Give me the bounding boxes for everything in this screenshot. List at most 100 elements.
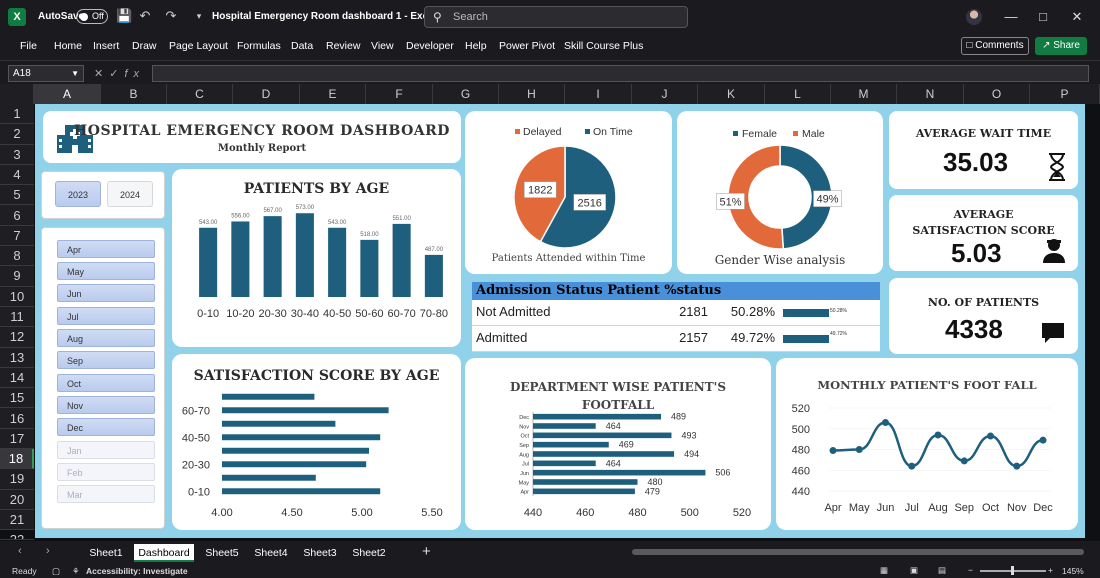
row-header-selected[interactable]: 18 — [0, 449, 34, 470]
minimize-icon[interactable]: — — [1004, 9, 1018, 24]
redo-icon[interactable]: ↷ — [165, 8, 177, 23]
fx-icon[interactable]: fx — [124, 68, 145, 80]
row-header[interactable]: 12 — [0, 327, 34, 348]
slicer-month-apr[interactable]: Apr — [57, 240, 155, 258]
zoom-out-icon[interactable]: − — [968, 565, 973, 575]
menu-view[interactable]: View — [371, 40, 394, 52]
row-header[interactable]: 16 — [0, 409, 34, 429]
row-header[interactable]: 15 — [0, 388, 34, 409]
scroll-right-icon[interactable]: › — [46, 545, 50, 557]
zoom-slider-thumb[interactable] — [1011, 566, 1014, 575]
column-header-n[interactable]: N — [897, 84, 964, 104]
menu-data[interactable]: Data — [291, 40, 314, 52]
sheet-tab-dashboard[interactable]: Dashboard — [134, 544, 194, 562]
column-header-f[interactable]: F — [366, 84, 433, 104]
sheet-tab-sheet2[interactable]: Sheet2 — [352, 547, 386, 559]
horizontal-scrollbar[interactable] — [632, 549, 1084, 555]
slicer-month-oct[interactable]: Oct — [57, 374, 155, 392]
menu-insert[interactable]: Insert — [93, 40, 120, 52]
autosave-toggle[interactable]: Off — [76, 9, 108, 24]
user-avatar[interactable] — [966, 9, 982, 25]
share-button[interactable]: ↗ Share — [1035, 37, 1087, 55]
column-header-b[interactable]: B — [101, 84, 167, 104]
column-header-a[interactable]: A — [34, 84, 101, 104]
row-header[interactable]: 20 — [0, 490, 34, 510]
chevron-down-icon[interactable]: ▼ — [71, 69, 79, 78]
slicer-month-feb[interactable]: Feb — [57, 463, 155, 481]
row-header[interactable]: 17 — [0, 429, 34, 450]
scroll-left-icon[interactable]: ‹ — [18, 545, 22, 557]
row-header[interactable]: 4 — [0, 165, 34, 186]
macro-icon[interactable]: ▢ — [52, 566, 61, 576]
slicer-month-jun[interactable]: Jun — [57, 284, 155, 302]
column-header-o[interactable]: O — [964, 84, 1030, 104]
column-header-g[interactable]: G — [433, 84, 499, 104]
select-all-corner[interactable] — [0, 84, 34, 104]
row-header[interactable]: 8 — [0, 246, 34, 267]
column-header-m[interactable]: M — [831, 84, 897, 104]
page-break-view-icon[interactable]: ▤ — [938, 565, 947, 575]
row-header[interactable]: 10 — [0, 287, 34, 307]
row-header[interactable]: 19 — [0, 469, 34, 490]
row-header[interactable]: 21 — [0, 510, 34, 531]
slicer-month-sep[interactable]: Sep — [57, 351, 155, 369]
menu-page-layout[interactable]: Page Layout — [169, 40, 228, 52]
maximize-icon[interactable]: □ — [1039, 9, 1047, 24]
menu-draw[interactable]: Draw — [132, 40, 157, 52]
slicer-year-2023[interactable]: 2023 — [55, 181, 101, 207]
menu-skill-course-plus[interactable]: Skill Course Plus — [564, 40, 644, 52]
search-input[interactable]: ⚲ Search — [424, 6, 688, 28]
slicer-month-mar[interactable]: Mar — [57, 485, 155, 503]
normal-view-icon[interactable]: ▦ — [880, 565, 889, 575]
row-header[interactable]: 9 — [0, 266, 34, 287]
menu-home[interactable]: Home — [54, 40, 83, 52]
row-header[interactable]: 22 — [0, 530, 34, 541]
row-header[interactable]: 14 — [0, 368, 34, 389]
slicer-month-jan[interactable]: Jan — [57, 441, 155, 459]
column-header-i[interactable]: I — [565, 84, 632, 104]
close-icon[interactable]: ✕ — [1071, 9, 1083, 24]
column-header-k[interactable]: K — [698, 84, 765, 104]
menu-help[interactable]: Help — [465, 40, 487, 52]
zoom-in-icon[interactable]: + — [1048, 565, 1053, 575]
slicer-month-nov[interactable]: Nov — [57, 396, 155, 414]
slicer-month-may[interactable]: May — [57, 262, 155, 280]
column-header-j[interactable]: J — [632, 84, 698, 104]
row-header[interactable]: 7 — [0, 226, 34, 247]
menu-review[interactable]: Review — [326, 40, 361, 52]
slicer-month-jul[interactable]: Jul — [57, 307, 155, 325]
row-header[interactable]: 11 — [0, 307, 34, 328]
menu-developer[interactable]: Developer — [406, 40, 454, 52]
comments-button[interactable]: □ Comments — [961, 37, 1029, 55]
sheet-tab-sheet5[interactable]: Sheet5 — [205, 547, 239, 559]
page-layout-view-icon[interactable]: ▣ — [910, 565, 919, 575]
column-header-c[interactable]: C — [167, 84, 233, 104]
formula-input[interactable] — [152, 65, 1089, 82]
row-header[interactable]: 5 — [0, 185, 34, 206]
row-header[interactable]: 13 — [0, 348, 34, 368]
column-header-d[interactable]: D — [233, 84, 300, 104]
row-header[interactable]: 1 — [0, 104, 34, 125]
sheet-tab-sheet4[interactable]: Sheet4 — [254, 547, 288, 559]
menu-power-pivot[interactable]: Power Pivot — [499, 40, 556, 52]
save-icon[interactable]: 💾 — [116, 8, 133, 23]
row-header[interactable]: 6 — [0, 206, 34, 226]
quick-access-menu-icon[interactable]: ▾ — [196, 11, 202, 21]
name-box[interactable]: A18 ▼ — [8, 65, 84, 82]
add-sheet-icon[interactable]: + — [422, 543, 431, 560]
undo-icon[interactable]: ↶ — [139, 8, 151, 23]
menu-file[interactable]: File — [20, 40, 37, 52]
column-header-p[interactable]: P — [1030, 84, 1100, 104]
sheet-tab-sheet3[interactable]: Sheet3 — [303, 547, 337, 559]
column-header-h[interactable]: H — [499, 84, 565, 104]
accessibility-status[interactable]: Accessibility: Investigate — [86, 566, 188, 576]
slicer-month-dec[interactable]: Dec — [57, 418, 155, 436]
slicer-year-2024[interactable]: 2024 — [107, 181, 153, 207]
column-header-e[interactable]: E — [300, 84, 366, 104]
column-header-l[interactable]: L — [765, 84, 831, 104]
row-header[interactable]: 2 — [0, 124, 34, 145]
sheet-tab-sheet1[interactable]: Sheet1 — [89, 547, 123, 559]
slicer-month-aug[interactable]: Aug — [57, 329, 155, 347]
enter-icon[interactable]: ✓ — [109, 68, 125, 80]
zoom-level[interactable]: 145% — [1062, 566, 1084, 576]
